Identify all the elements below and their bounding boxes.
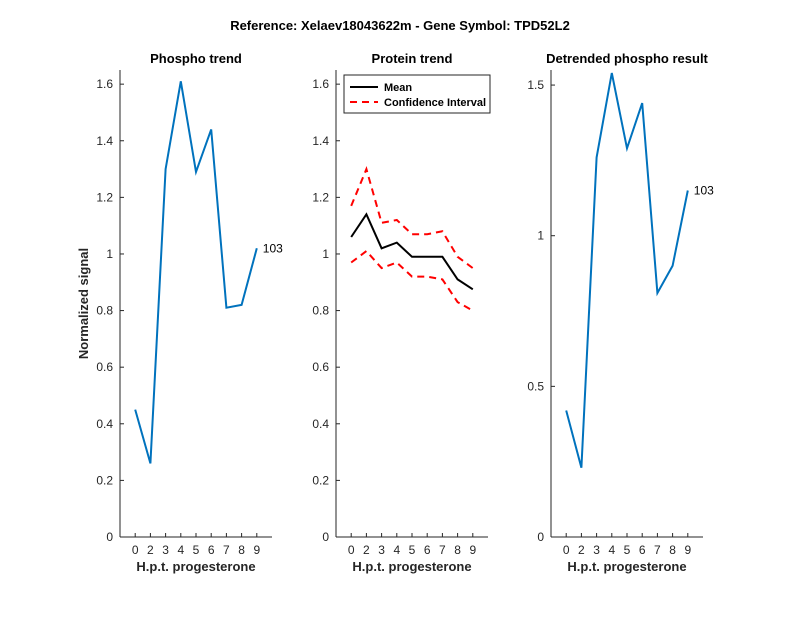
y-tick-label: 1.4: [312, 134, 329, 148]
x-tick-label: 4: [177, 543, 184, 557]
y-tick-label: 0: [106, 530, 113, 544]
y-tick-label: 1.6: [312, 77, 329, 91]
y-tick-label: 0: [322, 530, 329, 544]
y-tick-label: 1: [106, 247, 113, 261]
x-tick-label: 5: [409, 543, 416, 557]
figure-suptitle: Reference: Xelaev18043622m - Gene Symbol…: [230, 18, 570, 33]
x-tick-label: 3: [593, 543, 600, 557]
series-line-0: [134, 81, 258, 464]
x-tick-label: 0: [132, 543, 139, 557]
legend: Mean Confidence Interval: [343, 74, 491, 114]
y-tick-label: 0.5: [527, 379, 544, 393]
y-axis-label: Normalized signal: [76, 248, 91, 359]
y-tick-label: 1.2: [312, 190, 329, 204]
y-tick-label: 0.6: [96, 360, 113, 374]
legend-box: [343, 74, 491, 114]
panel-phospho: 00.20.40.60.811.21.41.60 2 3 4 5 6 7 8 9103Phosp…: [76, 51, 283, 574]
x-tick-label: 8: [454, 543, 461, 557]
y-tick-label: 1.6: [96, 77, 113, 91]
x-axis-label: H.p.t. progesterone: [136, 559, 255, 574]
y-tick-label: 1: [322, 247, 329, 261]
y-tick-label: 0.6: [312, 360, 329, 374]
x-tick-label: 7: [439, 543, 446, 557]
panel-title: Phospho trend: [150, 51, 242, 66]
x-tick-label: 6: [208, 543, 215, 557]
series-line-2: [350, 249, 474, 312]
series-end-label: 103: [263, 241, 283, 255]
legend-label: Mean: [384, 82, 412, 94]
y-tick-label: 1: [537, 229, 544, 243]
x-tick-label: 9: [469, 543, 476, 557]
y-tick-label: 0: [537, 530, 544, 544]
y-tick-label: 0.2: [96, 473, 113, 487]
x-tick-label: 8: [238, 543, 245, 557]
panel-protein: 00.20.40.60.811.21.41.60 2 3 4 5 6 7 8 9Protein …: [312, 51, 491, 574]
panel-title: Detrended phospho result: [546, 51, 708, 66]
panel-title: Protein trend: [372, 51, 453, 66]
series-line-0: [565, 72, 689, 468]
x-tick-label: 3: [162, 543, 169, 557]
x-tick-label: 2: [578, 543, 585, 557]
x-axis-label: H.p.t. progesterone: [352, 559, 471, 574]
x-tick-label: 6: [639, 543, 646, 557]
x-tick-label: 3: [378, 543, 385, 557]
series-line-0: [350, 212, 474, 291]
x-tick-label: 0: [348, 543, 355, 557]
x-tick-label: 4: [608, 543, 615, 557]
x-tick-label: 5: [193, 543, 200, 557]
x-tick-label: 7: [654, 543, 661, 557]
y-tick-label: 0.4: [312, 417, 329, 431]
y-tick-label: 0.8: [312, 304, 329, 318]
y-tick-label: 0.2: [312, 473, 329, 487]
x-tick-label: 0: [563, 543, 570, 557]
x-tick-label: 9: [253, 543, 260, 557]
y-tick-label: 0.8: [96, 304, 113, 318]
x-tick-label: 4: [393, 543, 400, 557]
x-tick-label: 6: [424, 543, 431, 557]
x-tick-label: 2: [363, 543, 370, 557]
x-tick-label: 9: [684, 543, 691, 557]
panels: 00.20.40.60.811.21.41.60 2 3 4 5 6 7 8 9103Phosp…: [76, 51, 714, 574]
series-end-label: 103: [694, 184, 714, 198]
x-tick-label: 7: [223, 543, 230, 557]
x-tick-label: 5: [624, 543, 631, 557]
x-tick-label: 8: [669, 543, 676, 557]
x-tick-label: 2: [147, 543, 154, 557]
legend-label: Confidence Interval: [384, 97, 486, 109]
series-line-1: [350, 166, 474, 269]
y-tick-label: 1.5: [527, 78, 544, 92]
x-axis-label: H.p.t. progesterone: [567, 559, 686, 574]
y-tick-label: 1.4: [96, 134, 113, 148]
y-tick-label: 0.4: [96, 417, 113, 431]
y-tick-label: 1.2: [96, 190, 113, 204]
